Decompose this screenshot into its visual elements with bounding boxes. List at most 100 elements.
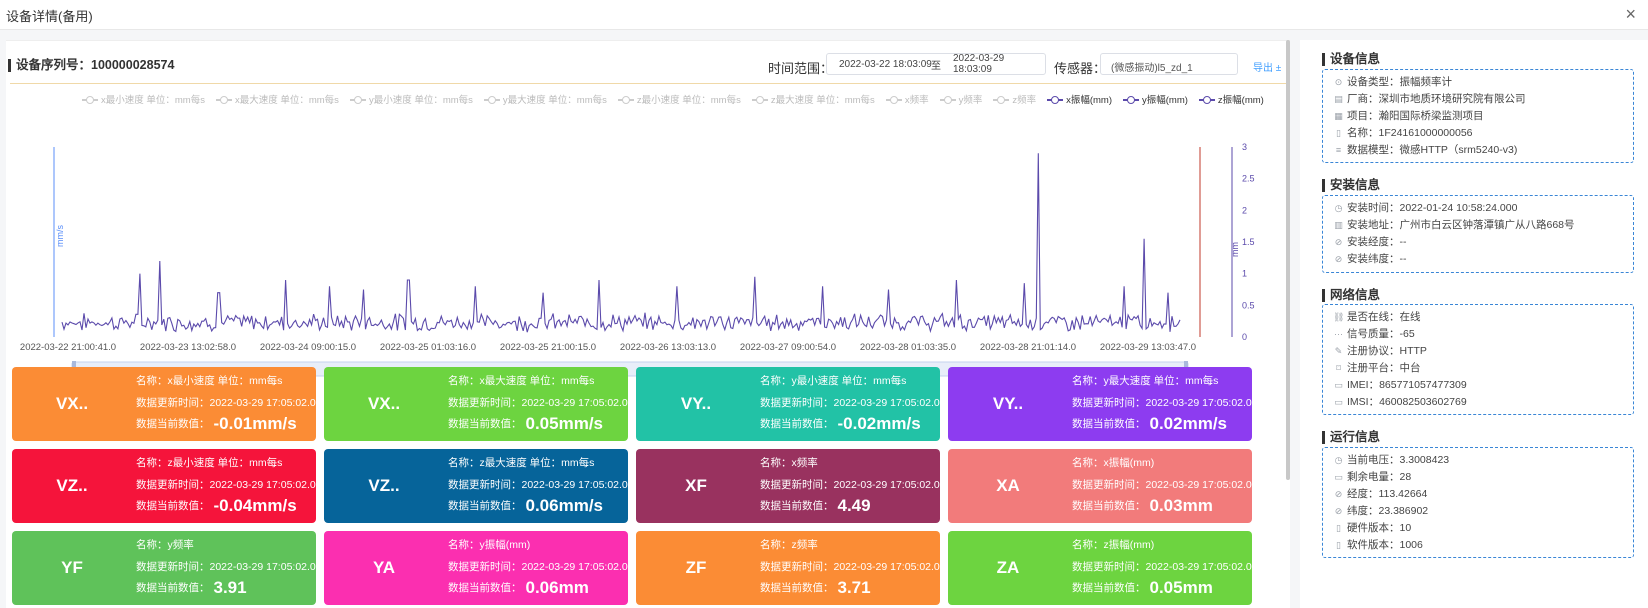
file-icon: ▯ (1336, 540, 1341, 550)
metric-name: 名称：z频率 (760, 539, 818, 551)
legend-label: x最小速度 单位：mm每s (101, 95, 205, 106)
message-icon: ▭ (1334, 380, 1343, 390)
metric-card[interactable]: VZ.. 名称：z最小速度 单位：mm每s 数据更新时间：2022-03-29 17… (12, 449, 316, 523)
y-tick-label: 0 (1242, 332, 1247, 342)
info-row: ◷ 安装时间：2022-01-24 10:58:24.000 (1333, 200, 1633, 217)
date-range-picker[interactable]: 2022-03-22 18:03:09 至 2022-03-29 18:03:0… (826, 53, 1046, 75)
project-icon: ▦ (1334, 111, 1343, 121)
info-text: 注册平台：中台 (1347, 362, 1421, 374)
metric-card[interactable]: YA 名称：y振幅(mm) 数据更新时间：2022-03-29 17:05:02.0… (324, 531, 628, 605)
info-sidebar: 设备信息 ⊙ 设备类型：振幅频率计 ▤ 厂商：深圳市地质环境研究院有限公司 ▦ 项目：瀚阳… (1300, 40, 1648, 608)
legend-item[interactable]: y最大速度 单位：mm每s (483, 92, 607, 106)
scrollbar[interactable] (1286, 40, 1290, 480)
info-row: ▭ 剩余电量：28 (1333, 469, 1633, 486)
metric-value-label: 数据当前数值： (136, 582, 210, 594)
metric-value-row: 数据当前数值： -0.04mm/s (136, 496, 297, 516)
info-text: 项目：瀚阳国际桥梁监测项目 (1347, 110, 1484, 122)
date-separator: 至 (931, 60, 941, 72)
metric-value-label: 数据当前数值： (760, 582, 834, 594)
x-tick-label: 2022-03-27 09:00:54.0 (740, 342, 836, 353)
message-icon: ▭ (1334, 397, 1343, 407)
metric-value: -0.02mm/s (837, 414, 921, 433)
legend-item[interactable]: y最小速度 单位：mm每s (349, 92, 473, 106)
device-type-icon: ⊙ (1334, 77, 1343, 87)
metric-card[interactable]: VY.. 名称：y最大速度 单位：mm每s 数据更新时间：2022-03-29 17… (948, 367, 1252, 441)
info-row: ▯ 硬件版本：10 (1333, 520, 1633, 537)
legend-label: y最大速度 单位：mm每s (502, 95, 607, 106)
metric-card[interactable]: VY.. 名称：y最小速度 单位：mm每s 数据更新时间：2022-03-29 17… (636, 367, 940, 441)
sensor-label: 传感器： (1054, 61, 1107, 76)
metric-code: YA (372, 558, 396, 577)
legend-label: x频率 (904, 95, 929, 106)
legend-item[interactable]: z最小速度 单位：mm每s (617, 92, 741, 106)
legend-item[interactable]: x振幅(mm) (1047, 92, 1112, 106)
legend-marker-icon (82, 96, 98, 105)
x-tick-label: 2022-03-25 21:00:15.0 (500, 342, 596, 353)
metric-name: 名称：z最大速度 单位：mm每s (448, 457, 595, 469)
date-start[interactable]: 2022-03-22 18:03:09 (839, 58, 932, 70)
y-axis-label-left: mm/s (55, 225, 65, 247)
info-text: 安装时间：2022-01-24 10:58:24.000 (1347, 202, 1518, 214)
window-titlebar: 设备详情(备用) × (0, 0, 1648, 30)
x-tick-label: 2022-03-29 13:03:47.0 (1100, 342, 1196, 353)
x-tick-label: 2022-03-23 13:02:58.0 (140, 342, 236, 353)
metric-value-row: 数据当前数值： 0.06mm (448, 578, 589, 598)
info-text: IMSI：460082503602769 (1347, 396, 1467, 408)
metric-name: 名称：z最小速度 单位：mm每s (136, 457, 283, 469)
x-tick-label: 2022-03-24 09:00:15.0 (260, 342, 356, 353)
x-tick-label: 2022-03-28 01:03:35.0 (860, 342, 956, 353)
metric-card[interactable]: VX.. 名称：x最大速度 单位：mm每s 数据更新时间：2022-03-29 17… (324, 367, 628, 441)
compass-icon: ⊘ (1334, 237, 1343, 247)
metric-value-label: 数据当前数值： (448, 500, 522, 512)
metric-value: 4.49 (837, 496, 871, 515)
metric-code: XA (996, 476, 1020, 495)
info-text: 信号质量：-65 (1347, 328, 1415, 340)
legend-item[interactable]: x最小速度 单位：mm每s (82, 92, 205, 106)
metric-card[interactable]: XF 名称：x频率 数据更新时间：2022-03-29 17:05:02.0 数据当前… (636, 449, 940, 523)
legend-item[interactable]: x最大速度 单位：mm每s (215, 92, 339, 106)
metric-name: 名称：x最大速度 单位：mm每s (448, 375, 595, 387)
edit-icon: ✎ (1334, 346, 1343, 356)
info-row: ◷ 当前电压：3.3008423 (1333, 452, 1633, 469)
legend-item[interactable]: y振幅(mm) (1123, 92, 1188, 106)
metric-card[interactable]: VX.. 名称：x最小速度 单位：mm每s 数据更新时间：2022-03-29 17… (12, 367, 316, 441)
legend-item[interactable]: z最大速度 单位：mm每s (751, 92, 875, 106)
info-text: 数据模型：微感HTTP（srm5240-v3) (1347, 144, 1518, 156)
info-text: 当前电压：3.3008423 (1347, 454, 1450, 466)
date-end[interactable]: 2022-03-29 18:03:09 (953, 53, 1005, 75)
legend-label: x振幅(mm) (1066, 95, 1113, 106)
metric-value-row: 数据当前数值： -0.02mm/s (760, 414, 921, 434)
metric-code: VY.. (680, 394, 712, 413)
info-text: 设备类型：振幅频率计 (1347, 76, 1452, 88)
metric-code: VY.. (992, 394, 1024, 413)
metric-card[interactable]: ZA 名称：z振幅(mm) 数据更新时间：2022-03-29 17:05:02.0… (948, 531, 1252, 605)
legend-item[interactable]: z振幅(mm) (1198, 92, 1264, 106)
metric-update-time: 数据更新时间：2022-03-29 17:05:02.0 (760, 479, 940, 491)
metric-value-row: 数据当前数值： -0.01mm/s (136, 414, 297, 434)
legend-label: z频率 (1012, 95, 1037, 106)
close-icon[interactable]: × (1625, 4, 1636, 24)
bookmark-icon: ⌑ (1336, 363, 1341, 373)
metric-update-time: 数据更新时间：2022-03-29 17:05:02.0 (136, 397, 316, 409)
metric-code: VX.. (55, 394, 89, 413)
metric-card[interactable]: ZF 名称：z频率 数据更新时间：2022-03-29 17:05:02.0 数据当前… (636, 531, 940, 605)
y-tick-label: 1 (1242, 269, 1247, 279)
device-info-box: ⊙ 设备类型：振幅频率计 ▤ 厂商：深圳市地质环境研究院有限公司 ▦ 项目：瀚阳国际桥梁监… (1322, 69, 1634, 163)
export-button[interactable]: 导出 ± (1253, 63, 1282, 74)
metric-update-time: 数据更新时间：2022-03-29 17:05:02.0 (760, 561, 940, 573)
legend-item[interactable]: y频率 (939, 92, 982, 106)
legend-marker-icon (1123, 96, 1140, 105)
info-text: 是否在线：在线 (1347, 311, 1421, 323)
legend-marker-icon (993, 96, 1010, 105)
legend-marker-icon (349, 96, 366, 105)
legend-item[interactable]: x频率 (885, 92, 929, 106)
legend-item[interactable]: z频率 (993, 92, 1036, 106)
metric-card[interactable]: XA 名称：x振幅(mm) 数据更新时间：2022-03-29 17:05:02.0… (948, 449, 1252, 523)
info-row: ··· 信号质量：-65 (1333, 326, 1633, 343)
metric-value-label: 数据当前数值： (448, 418, 522, 430)
metric-card[interactable]: VZ.. 名称：z最大速度 单位：mm每s 数据更新时间：2022-03-29 17… (324, 449, 628, 523)
metric-card[interactable]: YF 名称：y频率 数据更新时间：2022-03-29 17:05:02.0 数据当前… (12, 531, 316, 605)
sensor-select[interactable]: (微感振动)l5_zd_1 (1100, 53, 1238, 75)
metric-code: XF (685, 476, 707, 495)
metric-update-time: 数据更新时间：2022-03-29 17:05:02.0 (1072, 397, 1252, 409)
